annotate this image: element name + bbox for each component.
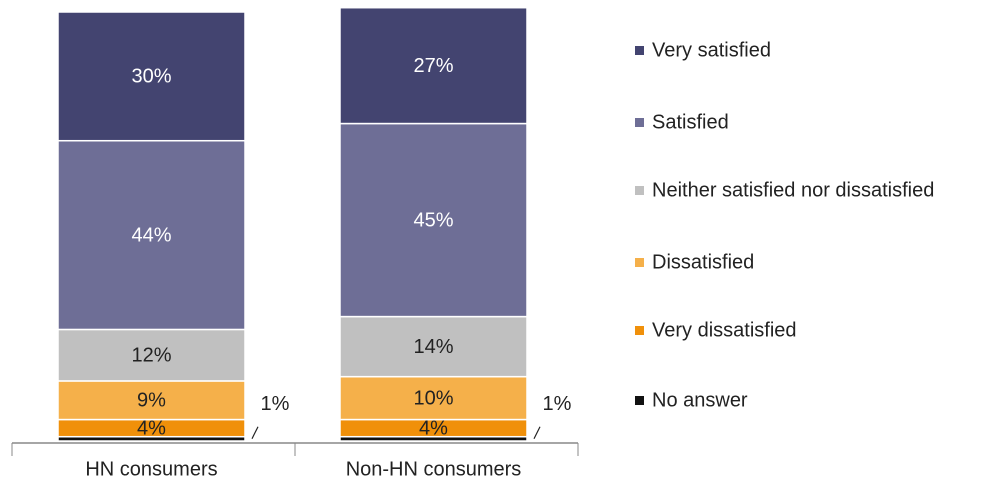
data-label: 1% [543, 393, 572, 415]
data-label: 4% [419, 417, 448, 439]
legend-label: Neither satisfied nor dissatisfied [652, 179, 934, 201]
legend-label: Very dissatisfied [652, 319, 797, 341]
legend-swatch [635, 118, 644, 127]
legend-swatch [635, 326, 644, 335]
legend-label: Dissatisfied [652, 251, 754, 273]
data-label: 12% [131, 344, 171, 366]
data-label: 4% [137, 417, 166, 439]
data-label: 14% [413, 336, 453, 358]
x-tick-label: HN consumers [85, 458, 217, 480]
x-tick-label: Non-HN consumers [346, 458, 522, 480]
legend-swatch [635, 258, 644, 267]
legend-label: No answer [652, 389, 748, 411]
legend-swatch [635, 46, 644, 55]
bar-segment [339, 375, 528, 421]
data-label: 9% [137, 390, 166, 412]
leader-line [533, 426, 541, 439]
data-label: 44% [131, 224, 171, 246]
bar-segment [339, 122, 528, 318]
legend-swatch [635, 396, 644, 405]
bar-segment [57, 139, 246, 331]
data-label: 45% [413, 209, 453, 231]
legend-swatch [635, 186, 644, 195]
leader-line [251, 426, 259, 439]
legend-label: Very satisfied [652, 39, 771, 61]
data-label: 1% [261, 393, 290, 415]
data-label: 27% [413, 55, 453, 77]
bar-segment [339, 6, 528, 125]
bar-segment [57, 11, 246, 142]
data-label: 30% [131, 66, 171, 88]
bar-segment [57, 328, 246, 382]
data-label: 10% [413, 387, 453, 409]
legend-label: Satisfied [652, 111, 729, 133]
